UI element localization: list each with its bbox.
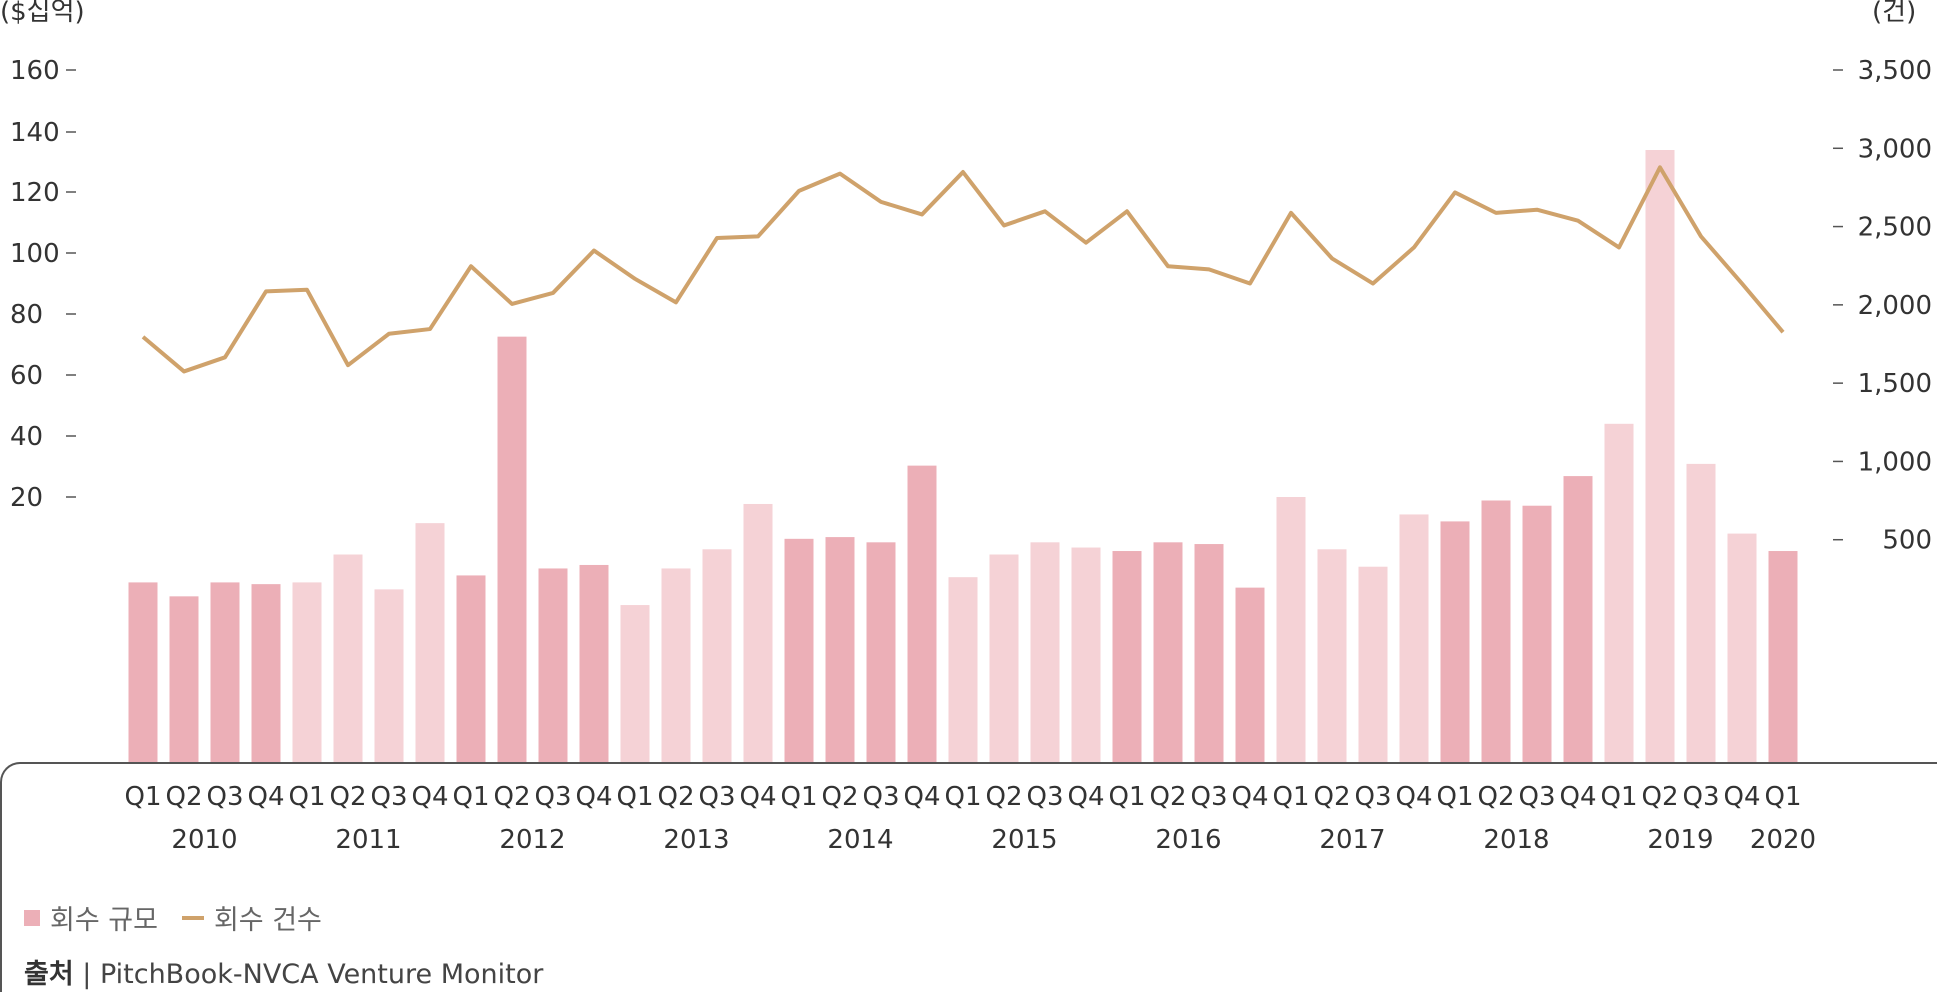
left-axis-unit: ($십억) bbox=[0, 0, 85, 27]
legend: 회수 규모 회수 건수 bbox=[24, 898, 346, 937]
bar bbox=[1564, 476, 1593, 763]
bar bbox=[621, 605, 650, 763]
bar bbox=[252, 584, 281, 763]
source-prefix: 출처 bbox=[24, 959, 74, 990]
bar bbox=[867, 542, 896, 763]
bar bbox=[703, 549, 732, 763]
left-tick-label: 80 bbox=[10, 300, 43, 330]
right-tick-label: 2,500 bbox=[1858, 213, 1932, 243]
right-tick-label: 3,500 bbox=[1858, 56, 1932, 86]
line-series bbox=[143, 167, 1783, 371]
bar bbox=[129, 582, 158, 763]
bar bbox=[1646, 150, 1675, 763]
right-tick-label: 1,500 bbox=[1858, 369, 1932, 399]
bar bbox=[744, 504, 773, 763]
bar bbox=[170, 596, 199, 763]
bar bbox=[1769, 551, 1798, 763]
bar bbox=[416, 523, 445, 763]
bar bbox=[1359, 567, 1388, 763]
bar bbox=[1523, 506, 1552, 763]
legend-bar-swatch bbox=[24, 910, 40, 926]
left-tick-label: 160 bbox=[10, 56, 60, 86]
left-tick-label: 40 bbox=[10, 422, 43, 452]
bar bbox=[1605, 424, 1634, 763]
bar bbox=[498, 337, 527, 763]
bar bbox=[334, 555, 363, 763]
bar bbox=[908, 466, 937, 763]
right-axis: (건) 3,500 3,000 2,500 2,000 1,500 1,000 500 bbox=[1833, 0, 1932, 556]
left-axis: ($십억) 160 140 120 100 80 60 40 20 bbox=[0, 0, 85, 513]
source-text: | PitchBook-NVCA Venture Monitor bbox=[74, 959, 544, 990]
bar bbox=[211, 582, 240, 763]
left-tick-label: 100 bbox=[10, 239, 60, 269]
bar bbox=[1400, 514, 1429, 763]
legend-line-label: 회수 건수 bbox=[214, 898, 322, 937]
bar bbox=[662, 568, 691, 763]
bar bbox=[1154, 542, 1183, 763]
line-path bbox=[143, 167, 1783, 371]
left-tick-label: 120 bbox=[10, 178, 60, 208]
bar bbox=[1195, 544, 1224, 763]
left-tick-label: 20 bbox=[10, 483, 43, 513]
legend-bar-label: 회수 규모 bbox=[50, 898, 158, 937]
bar bbox=[1236, 588, 1265, 763]
right-tick-label: 2,000 bbox=[1858, 291, 1932, 321]
bar bbox=[1687, 464, 1716, 763]
bar bbox=[375, 589, 404, 763]
legend-line-swatch bbox=[182, 916, 204, 920]
bar bbox=[1277, 497, 1306, 763]
bar bbox=[457, 575, 486, 763]
source-note: 출처 | PitchBook-NVCA Venture Monitor bbox=[24, 952, 543, 991]
bar bbox=[1072, 548, 1101, 763]
bar-series bbox=[129, 150, 1798, 763]
bar bbox=[826, 537, 855, 763]
bar bbox=[1113, 551, 1142, 763]
bar bbox=[1318, 549, 1347, 763]
left-tick-label: 60 bbox=[10, 361, 43, 391]
bar bbox=[293, 582, 322, 763]
right-tick-label: 500 bbox=[1882, 526, 1932, 556]
bar bbox=[785, 539, 814, 763]
bar bbox=[1441, 521, 1470, 763]
bar bbox=[1482, 500, 1511, 763]
bar bbox=[1728, 534, 1757, 763]
bar bbox=[539, 568, 568, 763]
right-axis-unit: (건) bbox=[1872, 0, 1916, 27]
left-tick-label: 140 bbox=[10, 118, 60, 148]
legend-item-bar: 회수 규모 bbox=[24, 898, 158, 937]
bar bbox=[1031, 542, 1060, 763]
bar bbox=[580, 565, 609, 763]
right-tick-label: 1,000 bbox=[1858, 447, 1932, 477]
legend-item-line: 회수 건수 bbox=[182, 898, 322, 937]
right-tick-label: 3,000 bbox=[1858, 134, 1932, 164]
bar bbox=[949, 577, 978, 763]
bar bbox=[990, 555, 1019, 763]
